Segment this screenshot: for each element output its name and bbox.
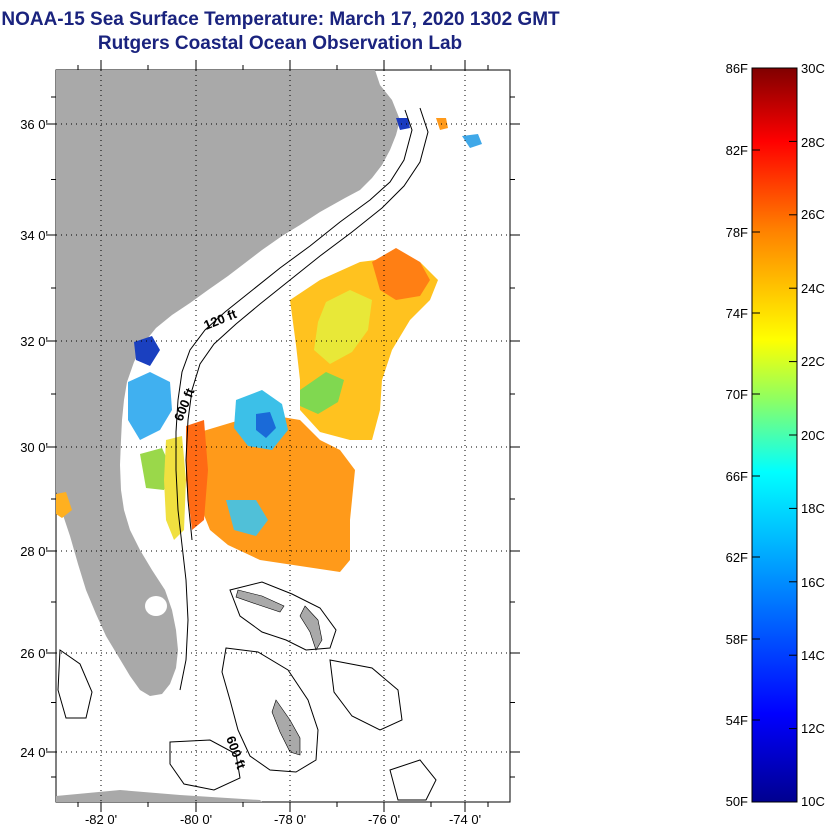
lat-label: 26 0' <box>20 646 48 661</box>
cuba-coast <box>56 790 262 802</box>
colorbar-c-label: 10C <box>801 794 825 809</box>
colorbar-f-label: 62F <box>726 550 748 565</box>
colorbar-c-label: 28C <box>801 135 825 150</box>
lat-label: 36 0' <box>20 117 48 132</box>
latitude-labels: 36 0' 34 0' 32 0' 30 0' 28 0' 26 0' 24 0… <box>20 117 48 760</box>
lon-label: -78 0' <box>274 812 306 827</box>
island-andros <box>271 699 301 756</box>
longitude-labels: -82 0' -80 0' -78 0' -76 0' -74 0' <box>85 812 481 827</box>
colorbar-c-label: 26C <box>801 207 825 222</box>
colorbar-c-label: 20C <box>801 428 825 443</box>
lon-label: -74 0' <box>449 812 481 827</box>
colorbar-c-label: 14C <box>801 648 825 663</box>
lat-label: 32 0' <box>20 334 48 349</box>
colorbar-celsius-labels: 30C 28C 26C 24C 22C 20C 18C 16C 14C 12C … <box>801 61 825 809</box>
colorbar-c-label: 16C <box>801 575 825 590</box>
lon-label: -80 0' <box>180 812 212 827</box>
colorbar-f-label: 78F <box>726 225 748 240</box>
colorbar-c-label: 18C <box>801 501 825 516</box>
colorbar-f-label: 58F <box>726 632 748 647</box>
map-title: NOAA-15 Sea Surface Temperature: March 1… <box>1 9 560 30</box>
lon-label: -76 0' <box>368 812 400 827</box>
island-grand-bahama <box>235 589 285 613</box>
island-abaco <box>299 605 323 651</box>
colorbar-f-label: 74F <box>726 306 748 321</box>
graticule <box>56 70 510 802</box>
colorbar-f-label: 66F <box>726 469 748 484</box>
lake-okeechobee <box>145 596 167 616</box>
lat-label: 28 0' <box>20 544 48 559</box>
sst-data <box>56 118 482 572</box>
colorbar-c-label: 12C <box>801 721 825 736</box>
axis-ticks <box>46 60 520 812</box>
colorbar-f-label: 82F <box>726 143 748 158</box>
colorbar-c-label: 24C <box>801 281 825 296</box>
map-subtitle: Rutgers Coastal Ocean Observation Lab <box>97 33 463 54</box>
colorbar-fahrenheit-labels: 86F 82F 78F 74F 70F 66F 62F 58F 54F 50F <box>726 61 748 809</box>
lat-label: 34 0' <box>20 228 48 243</box>
lon-label: -82 0' <box>85 812 117 827</box>
bathymetry-contours <box>57 107 437 801</box>
colorbar-f-label: 50F <box>726 794 748 809</box>
colorbar-c-label: 30C <box>801 61 825 76</box>
lat-label: 24 0' <box>20 745 48 760</box>
colorbar-c-label: 22C <box>801 354 825 369</box>
colorbar-f-label: 70F <box>726 387 748 402</box>
land-mainland <box>56 70 400 696</box>
lat-label: 30 0' <box>20 440 48 455</box>
colorbar-f-label: 54F <box>726 713 748 728</box>
colorbar-ticks <box>752 67 797 803</box>
colorbar-f-label: 86F <box>726 61 748 76</box>
